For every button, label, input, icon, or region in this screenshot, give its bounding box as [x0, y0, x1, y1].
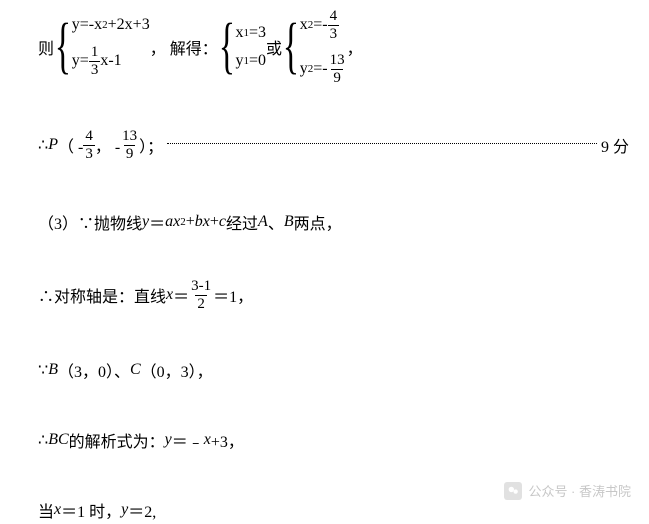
r7-mid: ＝1 时，	[61, 498, 121, 522]
r6-end: +3，	[211, 428, 244, 452]
r3-bx: bx	[195, 213, 210, 231]
s2l2b: =0	[249, 52, 266, 70]
r6-BC: BC	[48, 431, 68, 449]
r6-eq: ＝﹣	[172, 428, 204, 452]
r3-A: A	[258, 213, 268, 231]
r6-x: x	[204, 431, 211, 449]
s2l1b: =3	[249, 24, 266, 42]
s3l2eq: =-	[313, 60, 327, 78]
f-num: 4	[328, 8, 340, 25]
r4-post: ＝1，	[213, 283, 253, 307]
r3-post: 经过	[226, 210, 258, 234]
system-2: { x1=3 y1=0	[218, 19, 266, 75]
brace-icon: {	[55, 19, 71, 75]
r5-pre: ∵	[38, 360, 48, 380]
f-den: 9	[124, 145, 136, 163]
system-3: { x2=- 43 y2=- 139	[282, 8, 347, 86]
r3-p2: +	[210, 213, 219, 231]
row-bc-expr: ∴ BC 的解析式为： y ＝﹣ x +3，	[38, 428, 629, 452]
s3l1a: x	[300, 16, 308, 34]
system-1: { y=-x2+2x+3 y= 13 x-1	[54, 16, 150, 78]
r3-p1: +	[186, 213, 195, 231]
txt-or: 或	[266, 35, 282, 59]
row-bc-points: ∵ B （3，0）、 C （0，3），	[38, 358, 629, 382]
r6-pre: ∴	[38, 430, 48, 450]
row-parabola: （3）∵抛物线 y ＝ ax2 + bx + c 经过 A 、 B 两点，	[38, 210, 629, 234]
r7-pre: 当	[38, 498, 54, 522]
f-den: 3	[89, 61, 101, 79]
txt-suffix: ，	[347, 35, 363, 59]
r3-B: B	[284, 213, 294, 231]
r5-b: （3，0）、	[58, 358, 130, 382]
r3-ax: ax	[165, 213, 180, 231]
r2-close: ）；	[139, 133, 163, 157]
f-den: 2	[195, 295, 207, 313]
r3-pre: （3）∵抛物线	[38, 210, 142, 234]
sys1-l2b: x-1	[100, 52, 121, 70]
r3-eq: ＝	[149, 210, 165, 234]
s3l2a: y	[300, 60, 308, 78]
f-num: 4	[83, 128, 95, 145]
s2l1a: x	[235, 24, 243, 42]
r2-pre: ∴	[38, 135, 48, 155]
r6-y: y	[165, 431, 172, 449]
r3-d: 、	[268, 210, 284, 234]
brace-icon: {	[283, 19, 299, 75]
f-den: 3	[83, 145, 95, 163]
r3-end: 两点，	[294, 210, 342, 234]
r7-y: y	[121, 501, 128, 519]
r3-y: y	[142, 213, 149, 231]
r3-c: c	[219, 213, 226, 231]
r6-mid: 的解析式为：	[69, 428, 165, 452]
r7-end: ＝2,	[128, 498, 156, 522]
f-den: 3	[328, 25, 340, 43]
f-num: 13	[120, 128, 139, 145]
sys1-l1b: +2x+3	[108, 16, 150, 34]
r2-comma: ， -	[95, 133, 120, 157]
r2-P: P	[48, 136, 58, 154]
sys1-l1a: y=-x	[72, 16, 102, 34]
wechat-icon	[504, 482, 522, 500]
f-num: 3-1	[189, 278, 213, 295]
watermark-label: 公众号 · 香涛书院	[528, 481, 631, 500]
dotted-leader	[167, 143, 597, 144]
watermark: 公众号 · 香涛书院	[504, 481, 631, 500]
sys1-l2a: y=	[72, 52, 89, 70]
s3l1eq: =-	[313, 16, 327, 34]
r5-C: C	[130, 361, 141, 379]
row-system: 则 { y=-x2+2x+3 y= 13 x-1 ， 解得： { x1=3 y1…	[38, 8, 629, 86]
r4-x: x	[166, 286, 173, 304]
r2-open: （ -	[58, 133, 83, 157]
r5-c: （0，3），	[141, 358, 213, 382]
s2l2a: y	[235, 52, 243, 70]
r2-score: 9 分	[601, 133, 629, 157]
row-axis: ∴对称轴是：直线 x ＝ 3-12 ＝1，	[38, 278, 629, 312]
r4-pre: ∴对称轴是：直线	[38, 283, 166, 307]
f-num: 1	[89, 44, 101, 61]
r4-eq: ＝	[173, 283, 189, 307]
txt-mid1: ， 解得：	[150, 35, 218, 59]
brace-icon: {	[218, 19, 234, 75]
r7-x: x	[54, 501, 61, 519]
row-when-x1: 当 x ＝1 时， y ＝2,	[38, 498, 629, 522]
f-den: 9	[331, 69, 343, 87]
f-num: 13	[328, 52, 347, 69]
r5-B: B	[48, 361, 58, 379]
row-point-p: ∴ P （ - 43 ， - 139 ）； 9 分	[38, 128, 629, 162]
txt-prefix: 则	[38, 35, 54, 59]
